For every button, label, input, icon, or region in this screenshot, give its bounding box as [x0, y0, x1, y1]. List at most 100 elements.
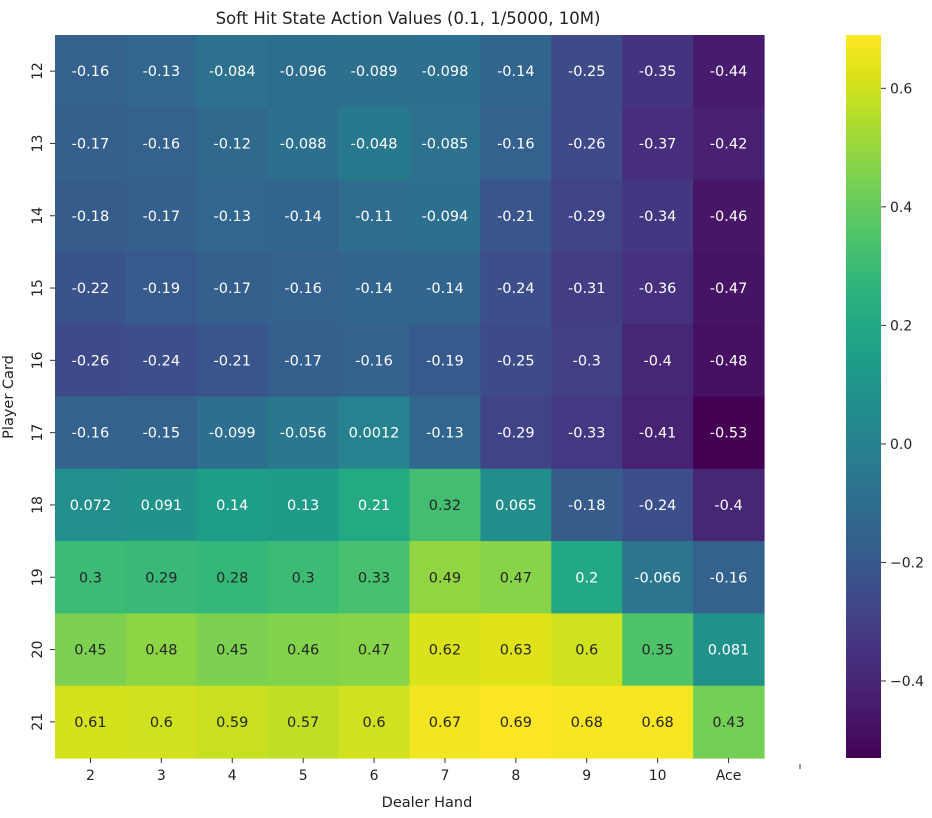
heatmap-cell-13-6 [338, 107, 411, 181]
cell-label: -0.18 [72, 209, 110, 225]
colorbar-ticks: −0.4 −0.2 0.0 0.2 0.4 0.6 [881, 81, 924, 690]
heatmap-cell-15-4 [196, 251, 269, 325]
heatmap-cell-17-7 [409, 396, 481, 470]
cell-label: -0.13 [213, 209, 251, 225]
heatmap-cell-14-6 [338, 179, 411, 253]
cell-label: 0.065 [495, 498, 537, 514]
heatmap-cell-20-8 [480, 613, 552, 687]
cell-label: 0.45 [216, 643, 248, 659]
heatmap-cell-15-5 [267, 251, 340, 325]
x-tick-label: Ace [716, 768, 742, 784]
cell-label: -0.14 [497, 64, 535, 80]
cell-label: -0.099 [209, 426, 256, 442]
cell-label: -0.056 [280, 426, 327, 442]
cell-label: -0.16 [72, 64, 110, 80]
heatmap-cell-17-2 [55, 396, 127, 470]
heatmap-cell-13-4 [196, 107, 269, 181]
heatmap-cell-14-8 [480, 179, 552, 253]
cell-label: 0.43 [712, 715, 744, 731]
x-tick-label: 10 [649, 768, 667, 784]
heatmap-cell-18-7 [409, 468, 481, 542]
heatmap-cell-14-7 [409, 179, 481, 253]
heatmap-cell-15-6 [338, 251, 411, 325]
heatmap-cell-20-10 [622, 613, 694, 687]
heatmap-cell-12-6 [338, 35, 411, 108]
heatmap-cell-19-5 [267, 541, 340, 614]
y-axis-ticks: 12 13 14 15 16 17 18 19 20 21 [30, 62, 55, 731]
heatmap-cell-16-2 [55, 324, 127, 398]
cell-label: -0.088 [280, 136, 327, 152]
cell-label: 0.69 [500, 715, 532, 731]
heatmap-cell-21-7 [409, 685, 481, 759]
heatmap-cell-19-9 [551, 541, 623, 614]
cell-label: 0.29 [145, 570, 177, 586]
cell-label: -0.37 [639, 136, 677, 152]
cell-label: -0.36 [639, 281, 677, 297]
cell-label: -0.089 [351, 64, 398, 80]
heatmap-cell-21-8 [480, 685, 552, 759]
heatmap-cell-13-9 [551, 107, 623, 181]
cell-label: -0.16 [143, 136, 181, 152]
heatmap-cell-20-2 [55, 613, 127, 687]
heatmap-cell-12-4 [196, 35, 269, 108]
cell-label: -0.085 [422, 136, 469, 152]
y-tick-label: 19 [30, 568, 46, 586]
heatmap-cell-18-2 [55, 468, 127, 542]
x-tick-label: 3 [157, 768, 166, 784]
heatmap-cell-13-10 [622, 107, 694, 181]
cell-label: -0.17 [143, 209, 181, 225]
heatmap-cell-19-7 [409, 541, 481, 614]
cell-label: -0.22 [72, 281, 110, 297]
cell-label: -0.21 [213, 353, 251, 369]
heatmap-cell-12-Ace [693, 35, 765, 108]
x-tick-label: 8 [511, 768, 520, 784]
heatmap-cell-21-Ace [693, 685, 765, 759]
cell-label: -0.16 [710, 570, 748, 586]
cell-label: -0.16 [72, 426, 110, 442]
colorbar-tick-label: 0.2 [890, 318, 912, 334]
cell-label: 0.68 [642, 715, 674, 731]
cell-label: -0.31 [568, 281, 606, 297]
cell-labels: -0.16 -0.13 -0.084 -0.096 -0.089 -0.098 -0.14 -… [70, 64, 750, 731]
x-tick-label: 5 [299, 768, 308, 784]
cell-label: 0.46 [287, 643, 319, 659]
cell-label: -0.35 [639, 64, 677, 80]
cell-label: -0.16 [355, 353, 393, 369]
cell-label: -0.42 [710, 136, 748, 152]
heatmap-cell-20-3 [125, 613, 198, 687]
cell-label: -0.066 [634, 570, 681, 586]
colorbar-tick-label: 0.0 [890, 437, 912, 453]
heatmap-cell-21-6 [338, 685, 411, 759]
x-axis-title: Dealer Hand [382, 795, 473, 811]
heatmap-cell-18-10 [622, 468, 694, 542]
heatmap-cell-19-4 [196, 541, 269, 614]
cell-label: -0.17 [284, 353, 322, 369]
heatmap-cell-12-3 [125, 35, 198, 108]
cell-label: 0.28 [216, 570, 248, 586]
heatmap-cell-20-4 [196, 613, 269, 687]
heatmap-cell-18-8 [480, 468, 552, 542]
heatmap-cell-14-3 [125, 179, 198, 253]
cell-label: -0.29 [497, 426, 535, 442]
x-tick-label: 9 [582, 768, 591, 784]
heatmap-cell-16-Ace [693, 324, 765, 398]
cell-label: 0.6 [575, 643, 598, 659]
heatmap-cell-15-2 [55, 251, 127, 325]
chart-title: Soft Hit State Action Values (0.1, 1/500… [216, 9, 601, 28]
cell-label: -0.17 [213, 281, 251, 297]
cell-label: 0.2 [575, 570, 598, 586]
heatmap-cell-17-Ace [693, 396, 765, 470]
heatmap-cell-19-3 [125, 541, 198, 614]
x-axis-ticks: 2 3 4 5 6 7 8 9 10 Ace [86, 758, 741, 784]
cell-label: -0.33 [568, 426, 606, 442]
cell-label: -0.29 [568, 209, 606, 225]
heatmap-cell-16-4 [196, 324, 269, 398]
heatmap-cell-13-Ace [693, 107, 765, 181]
cell-label: -0.19 [426, 353, 464, 369]
heatmap-cell-19-10 [622, 541, 694, 614]
cell-label: -0.41 [639, 426, 677, 442]
heatmap-cell-20-Ace [693, 613, 765, 687]
heatmap-cell-16-9 [551, 324, 623, 398]
heatmap-cell-17-9 [551, 396, 623, 470]
colorbar-tick-label: 0.4 [890, 200, 912, 216]
